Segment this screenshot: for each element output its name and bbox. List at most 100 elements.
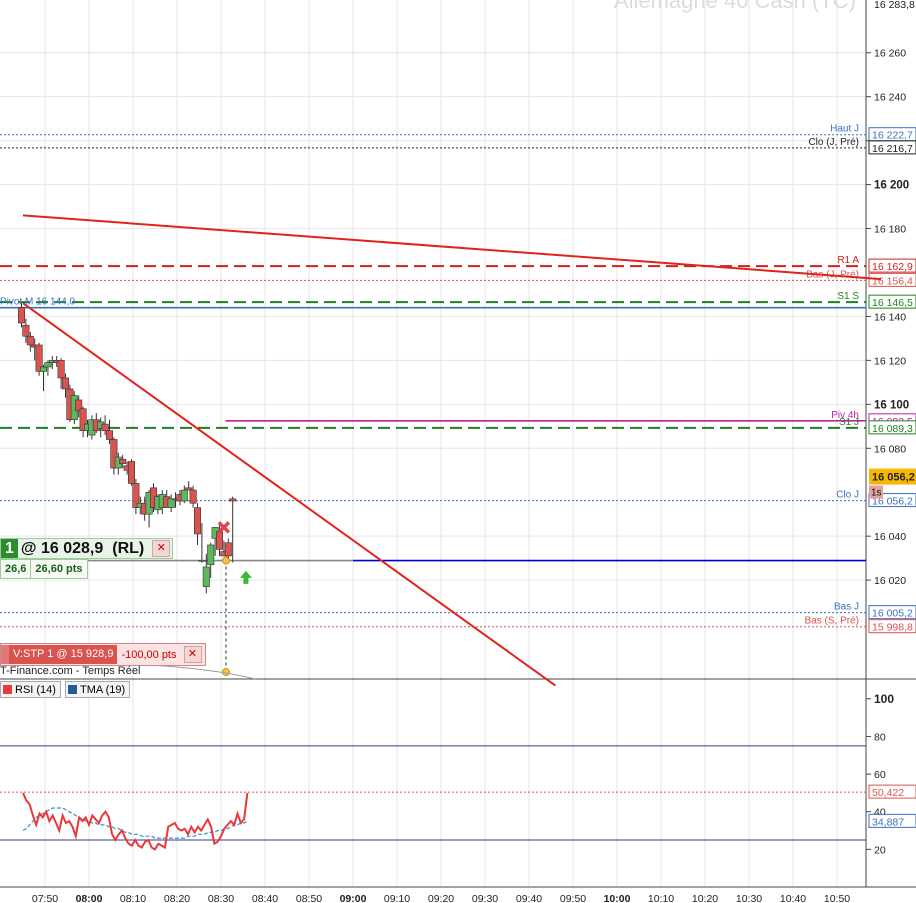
- order-tag[interactable]: 1 @ 16 028,9 (RL) ✕: [0, 538, 174, 559]
- level-label: Pivot M 16 144,0: [0, 297, 75, 308]
- y-tick-label: 16 200: [874, 180, 909, 192]
- candle-body: [75, 399, 83, 412]
- x-tick-label: 08:50: [296, 893, 322, 903]
- candle-body: [202, 566, 210, 588]
- x-tick-label: 08:30: [208, 893, 234, 903]
- rsi-value-label: 34,887: [872, 816, 904, 828]
- candle-body: [17, 307, 25, 324]
- level-label: S1 S: [837, 291, 859, 302]
- position-anchor: [222, 556, 230, 565]
- candle-body: [198, 560, 206, 562]
- y-tick-label: 16 140: [874, 311, 906, 323]
- rsi-tick-label: 100: [874, 692, 894, 706]
- candle-body: [180, 489, 188, 502]
- level-label: Bas (S, Pré): [805, 616, 859, 627]
- candle-body: [185, 487, 193, 491]
- x-tick-label: 10:40: [780, 893, 806, 903]
- order-type: (RL): [112, 539, 145, 557]
- stop-anchor: [222, 668, 230, 676]
- pnl-pts-label: 26,60 pts: [35, 563, 83, 575]
- pnl-points: 26,6: [1, 560, 32, 578]
- candle-body: [128, 461, 136, 484]
- level-price-label: 16 162,9: [872, 261, 913, 273]
- pnl-box: 26,6 26,60 pts: [0, 559, 88, 579]
- stop-label: V:STP 1 @ 15 928,9: [9, 645, 118, 664]
- timer-label: 1s: [871, 488, 882, 499]
- rsi-value-box: [868, 813, 916, 828]
- x-tick-label: 08:10: [120, 893, 146, 903]
- y-tick-label: 16 100: [874, 399, 909, 411]
- candle-body: [35, 344, 43, 372]
- x-tick-label: 07:50: [32, 893, 58, 903]
- level-price-label: 16 089,3: [872, 423, 913, 435]
- level-price-label: 16 146,5: [872, 297, 913, 309]
- x-tick-label: 09:30: [472, 893, 498, 903]
- level-label: Haut J: [830, 124, 859, 135]
- level-price-box: [868, 420, 916, 435]
- buy-signal-icon: [239, 570, 252, 584]
- level-label: S1 J: [839, 417, 859, 428]
- level-label: Clo (J, Pré): [808, 137, 859, 148]
- x-tick-label: 10:10: [648, 893, 674, 903]
- level-price-box: [868, 605, 916, 620]
- rsi-value-box: [868, 784, 916, 799]
- indicator-legend: RSI (14) TMA (19): [0, 681, 131, 698]
- legend-rsi-label: RSI (14): [15, 683, 56, 696]
- candle-body: [216, 531, 224, 550]
- x-tick-label: 10:20: [692, 893, 718, 903]
- watermark: Allemagne 40 Cash (TC): [614, 0, 856, 13]
- stop-tag[interactable]: V:STP 1 @ 15 928,9 -100,00 pts ✕: [0, 643, 206, 666]
- candle-body: [119, 458, 127, 464]
- rsi-swatch-icon: [3, 685, 12, 694]
- x-tick-label: 09:40: [516, 893, 542, 903]
- level-price-label: 15 998,8: [872, 622, 913, 634]
- level-price-box: [868, 619, 916, 634]
- x-tick-label: 08:40: [252, 893, 278, 903]
- candle-body: [101, 423, 109, 431]
- candle-body: [26, 335, 34, 346]
- candle-body: [106, 430, 114, 440]
- close-order-icon[interactable]: ✕: [152, 540, 171, 557]
- candle-body: [79, 408, 87, 431]
- x-tick-label: 10:50: [824, 893, 850, 903]
- y-tick-label: 16 020: [874, 575, 906, 587]
- x-tick-label: 10:30: [736, 893, 762, 903]
- close-stop-icon[interactable]: ✕: [183, 646, 202, 663]
- current-price-box: [869, 468, 916, 485]
- level-label: Clo J: [836, 490, 859, 501]
- candle-body: [57, 360, 65, 379]
- y-tick-label: 16 260: [874, 48, 906, 60]
- stop-handle-icon[interactable]: [1, 645, 9, 664]
- legend-tma-label: TMA (19): [79, 683, 126, 696]
- rsi-tick-label: 60: [874, 769, 886, 781]
- candle-body: [110, 439, 118, 469]
- level-price-label: 16 222,7: [872, 130, 913, 142]
- tma-series-line: [22, 807, 248, 839]
- candle-body: [61, 377, 69, 390]
- sell-signal-icon: [217, 521, 231, 534]
- level-price-label: 16 216,7: [872, 143, 913, 155]
- trend-line-long-term: [22, 214, 882, 281]
- rsi-tick-label: 40: [874, 807, 886, 819]
- x-tick-label: 09:00: [340, 893, 367, 903]
- level-price-label: 16 156,4: [872, 275, 913, 287]
- candle-body: [44, 362, 52, 368]
- candle-body: [224, 542, 232, 557]
- level-price-box: [868, 272, 916, 287]
- timer-box: [869, 485, 883, 499]
- candle-body: [167, 498, 175, 508]
- stop-pts: -100,00 pts: [121, 648, 177, 661]
- candle-body: [194, 507, 202, 535]
- y-tick-label: 16 080: [874, 443, 906, 455]
- legend-rsi[interactable]: RSI (14): [0, 681, 61, 698]
- x-tick-label: 08:00: [76, 893, 103, 903]
- rsi-tick-label: 20: [874, 844, 886, 856]
- y-tick-label: 16 180: [874, 224, 906, 236]
- x-tick-label: 09:50: [560, 893, 586, 903]
- y-tick-label: 16 120: [874, 355, 906, 367]
- level-price-box: [868, 294, 916, 309]
- legend-tma[interactable]: TMA (19): [64, 681, 131, 698]
- candle-body: [22, 324, 30, 337]
